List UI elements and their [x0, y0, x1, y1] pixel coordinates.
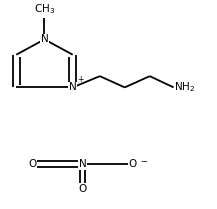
Text: NH$_2$: NH$_2$ [174, 80, 195, 94]
Text: N: N [41, 34, 48, 44]
Text: +: + [77, 75, 84, 84]
Text: −: − [141, 157, 148, 166]
Text: N: N [69, 82, 77, 92]
Text: N: N [79, 159, 86, 169]
Text: O: O [78, 184, 87, 194]
Text: O: O [128, 159, 136, 169]
Text: CH$_3$: CH$_3$ [34, 3, 55, 16]
Text: O: O [28, 159, 37, 169]
